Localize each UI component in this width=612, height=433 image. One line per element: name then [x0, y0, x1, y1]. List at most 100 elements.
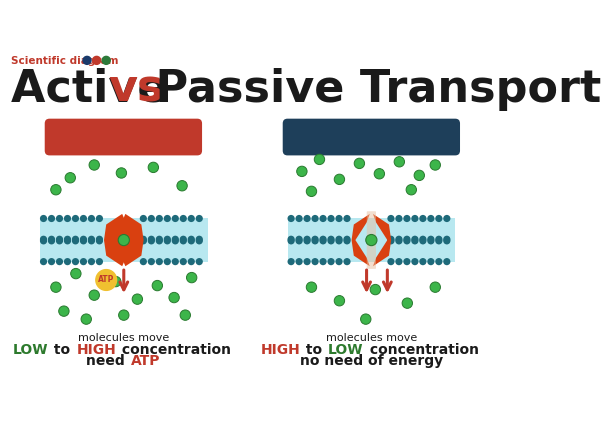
Circle shape: [319, 236, 327, 243]
Circle shape: [72, 237, 79, 245]
Circle shape: [40, 215, 47, 222]
Circle shape: [395, 236, 403, 243]
Circle shape: [435, 258, 442, 265]
Circle shape: [304, 215, 311, 222]
Circle shape: [180, 258, 187, 265]
Circle shape: [188, 258, 195, 265]
Circle shape: [96, 270, 117, 291]
Text: ATP: ATP: [131, 354, 160, 368]
Text: molecules move: molecules move: [78, 333, 170, 343]
Circle shape: [419, 237, 427, 245]
Circle shape: [188, 236, 195, 243]
Circle shape: [51, 184, 61, 195]
Circle shape: [315, 154, 324, 165]
Circle shape: [403, 258, 411, 265]
Circle shape: [118, 234, 129, 246]
Circle shape: [48, 237, 55, 245]
Text: LOW: LOW: [13, 343, 48, 357]
Circle shape: [414, 170, 425, 181]
Circle shape: [335, 237, 343, 245]
FancyBboxPatch shape: [367, 211, 376, 269]
Circle shape: [312, 215, 319, 222]
Circle shape: [387, 215, 395, 222]
Circle shape: [56, 215, 63, 222]
Circle shape: [164, 215, 171, 222]
Text: HIGH: HIGH: [261, 343, 300, 357]
Circle shape: [188, 215, 195, 222]
Circle shape: [354, 158, 365, 168]
Circle shape: [366, 234, 377, 246]
Text: need: need: [86, 354, 130, 368]
Circle shape: [172, 215, 179, 222]
Circle shape: [72, 215, 79, 222]
Circle shape: [343, 215, 351, 222]
Circle shape: [411, 236, 419, 243]
FancyBboxPatch shape: [45, 119, 202, 155]
Bar: [288, 218, 455, 262]
Circle shape: [387, 236, 395, 243]
Circle shape: [72, 236, 79, 243]
Circle shape: [116, 168, 127, 178]
Bar: [40, 218, 207, 262]
Circle shape: [96, 215, 103, 222]
Circle shape: [88, 237, 95, 245]
Circle shape: [187, 272, 197, 283]
Circle shape: [64, 236, 71, 243]
Circle shape: [427, 236, 435, 243]
Circle shape: [56, 236, 63, 243]
Circle shape: [96, 237, 103, 245]
Circle shape: [80, 215, 87, 222]
Circle shape: [427, 215, 435, 222]
Circle shape: [155, 236, 163, 243]
Circle shape: [70, 268, 81, 279]
Circle shape: [164, 236, 171, 243]
Circle shape: [155, 258, 163, 265]
Circle shape: [403, 237, 411, 245]
Text: Active: Active: [11, 68, 183, 110]
Polygon shape: [373, 214, 391, 266]
Circle shape: [312, 258, 319, 265]
Circle shape: [96, 258, 103, 265]
Circle shape: [304, 237, 311, 245]
Text: Passive transport: Passive transport: [296, 129, 447, 145]
Text: Scientific diagram: Scientific diagram: [11, 56, 119, 66]
Circle shape: [387, 237, 395, 245]
Circle shape: [120, 236, 128, 244]
Circle shape: [374, 168, 384, 179]
Circle shape: [155, 237, 163, 245]
Circle shape: [427, 237, 435, 245]
Circle shape: [435, 215, 442, 222]
Circle shape: [297, 166, 307, 177]
Circle shape: [430, 160, 441, 170]
Circle shape: [40, 236, 47, 243]
Circle shape: [59, 306, 69, 317]
Circle shape: [64, 237, 71, 245]
Circle shape: [48, 215, 55, 222]
Circle shape: [172, 237, 179, 245]
Circle shape: [370, 284, 381, 295]
Circle shape: [80, 237, 87, 245]
Circle shape: [92, 56, 100, 65]
Circle shape: [148, 162, 159, 173]
Text: Active transport: Active transport: [54, 129, 194, 145]
FancyBboxPatch shape: [283, 119, 460, 155]
Circle shape: [319, 215, 327, 222]
Circle shape: [40, 237, 47, 245]
Circle shape: [335, 215, 343, 222]
Circle shape: [334, 174, 345, 184]
Text: no need of energy: no need of energy: [300, 354, 443, 368]
Circle shape: [119, 310, 129, 320]
Circle shape: [88, 236, 95, 243]
Circle shape: [395, 258, 403, 265]
Circle shape: [172, 258, 179, 265]
Circle shape: [288, 215, 295, 222]
Text: vs: vs: [108, 68, 164, 110]
Circle shape: [296, 236, 303, 243]
Circle shape: [164, 237, 171, 245]
Circle shape: [319, 258, 327, 265]
Circle shape: [288, 237, 295, 245]
Circle shape: [51, 282, 61, 292]
Text: Passive Transport: Passive Transport: [140, 68, 601, 110]
Circle shape: [169, 292, 179, 303]
Circle shape: [312, 236, 319, 243]
